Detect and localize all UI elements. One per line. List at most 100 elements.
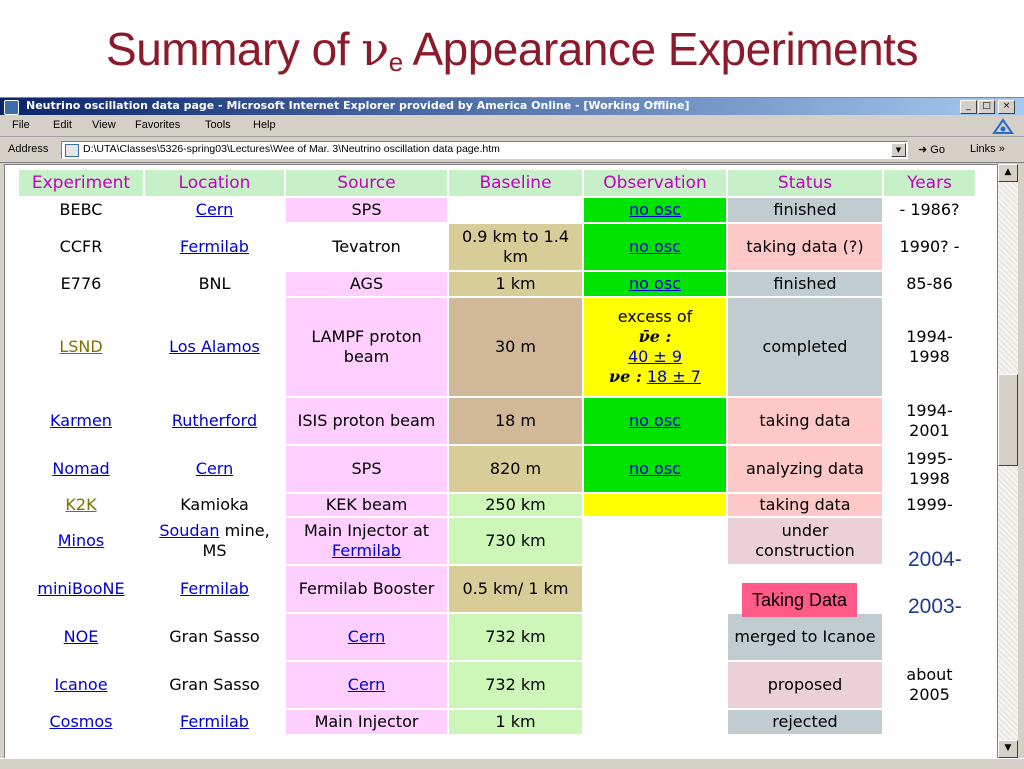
table-row: Icanoe Gran Sasso Cern 732 km proposed a… [19,662,975,708]
maximize-button[interactable]: □ [978,100,995,114]
cell-years [884,614,975,660]
cell-source: Main Injector [286,710,447,734]
scroll-thumb[interactable] [998,374,1018,466]
address-value: D:\UTA\Classes\5326-spring03\Lectures\We… [83,143,500,155]
menu-tools[interactable]: Tools [205,119,231,131]
go-button[interactable]: ➜ Go [918,143,945,156]
nu-symbol: ν [361,22,389,76]
location-link[interactable]: Rutherford [171,411,258,430]
location-link[interactable]: Fermilab [180,712,249,731]
menu-view[interactable]: View [92,119,116,131]
experiment-link[interactable]: Nomad [52,459,110,478]
browser-window: Neutrino oscillation data page - Microso… [0,97,1024,769]
scroll-down-icon[interactable]: ▼ [998,740,1018,758]
observation-link[interactable]: no osc [629,237,681,256]
header-location: Location [145,170,284,196]
cell-observation [584,710,726,734]
antinu-label: ν̄e : [638,327,672,346]
header-years: Years [884,170,975,196]
minos-year-annotation: 2004- [904,548,966,572]
cell-baseline: 820 m [449,446,582,492]
miniboone-year-annotation: 2003- [904,595,966,619]
window-titlebar[interactable]: Neutrino oscillation data page - Microso… [0,98,1024,115]
cell-experiment: E776 [19,272,143,296]
cell-source: Main Injector at Fermilab [286,518,447,564]
cell-status: under construction [728,518,882,564]
cell-status: proposed [728,662,882,708]
experiment-link[interactable]: LSND [59,337,103,356]
vertical-scrollbar[interactable]: ▲ ▼ [998,164,1018,758]
cell-observation-excess: excess of ν̄e : 40 ± 9 νe : 18 ± 7 [584,298,726,396]
close-button[interactable]: × [998,100,1015,114]
experiments-table: Experiment Location Source Baseline Obse… [17,168,977,736]
header-observation: Observation [584,170,726,196]
menu-help[interactable]: Help [253,119,276,131]
cell-observation [584,614,726,660]
page-icon [65,144,79,157]
table-row: NOE Gran Sasso Cern 732 km merged to Ica… [19,614,975,660]
menu-edit[interactable]: Edit [53,119,72,131]
experiment-link[interactable]: Minos [57,531,105,550]
cell-status: taking data [728,494,882,516]
cell-years: 85-86 [884,272,975,296]
source-link[interactable]: Cern [347,627,386,646]
address-label: Address [8,143,49,155]
ie-app-icon [4,100,19,115]
cell-status: analyzing data [728,446,882,492]
experiment-link[interactable]: NOE [63,627,99,646]
location-link[interactable]: Fermilab [180,579,249,598]
experiment-link[interactable]: Cosmos [49,712,113,731]
cell-location: Soudan mine, MS [145,518,284,564]
experiment-link[interactable]: Karmen [50,411,112,430]
cell-years: - 1986? [884,198,975,222]
address-input[interactable]: D:\UTA\Classes\5326-spring03\Lectures\We… [61,141,908,159]
header-experiment: Experiment [19,170,143,196]
table-row: K2K Kamioka KEK beam 250 km taking data … [19,494,975,516]
cell-years: 1990? - [884,224,975,270]
location-link[interactable]: Soudan [159,521,220,540]
cell-baseline: 730 km [449,518,582,564]
nu-label: νe : [609,367,642,386]
observation-link[interactable]: no osc [629,274,681,293]
experiment-link[interactable]: Icanoe [54,675,108,694]
slide-title-pre: Summary of [106,23,362,75]
menu-file[interactable]: File [12,119,30,131]
cell-years: 1995-1998 [884,446,975,492]
slide-title-post: Appearance Experiments [402,23,918,75]
menu-favorites[interactable]: Favorites [135,119,181,131]
cell-source: SPS [286,198,447,222]
observation-link[interactable]: no osc [629,459,681,478]
observation-link[interactable]: no osc [629,411,681,430]
minimize-button[interactable]: _ [960,100,977,114]
cell-source: ISIS proton beam [286,398,447,444]
address-dropdown-icon[interactable]: ▼ [891,143,906,157]
experiment-link[interactable]: K2K [65,495,97,514]
location-link[interactable]: Cern [195,459,234,478]
table-row: Nomad Cern SPS 820 m no osc analyzing da… [19,446,975,492]
observation-link[interactable]: no osc [629,200,681,219]
miniboone-status-annotation: Taking Data [742,583,858,617]
table-header-row: Experiment Location Source Baseline Obse… [19,170,975,196]
menu-bar: File Edit View Favorites Tools Help [0,116,1024,137]
location-link[interactable]: Cern [195,200,234,219]
table-row: E776 BNL AGS 1 km no osc finished 85-86 [19,272,975,296]
source-link[interactable]: Cern [347,675,386,694]
source-link[interactable]: Fermilab [332,541,401,560]
cell-baseline: 250 km [449,494,582,516]
scroll-up-icon[interactable]: ▲ [998,164,1018,182]
window-title: Neutrino oscillation data page - Microso… [26,99,690,112]
cell-baseline: 732 km [449,614,582,660]
antinu-value-link[interactable]: 40 ± 9 [627,347,683,366]
location-link[interactable]: Los Alamos [169,337,260,356]
table-row: CCFR Fermilab Tevatron 0.9 km to 1.4 km … [19,224,975,270]
experiment-link[interactable]: miniBooNE [37,579,125,598]
cell-status: taking data (?) [728,224,882,270]
links-button[interactable]: Links » [970,143,1005,155]
cell-years: 1994-2001 [884,398,975,444]
location-link[interactable]: Fermilab [180,237,249,256]
table-row: Cosmos Fermilab Main Injector 1 km rejec… [19,710,975,734]
nu-subscript: e [388,47,403,77]
aol-logo-icon [992,118,1014,134]
cell-status: finished [728,198,882,222]
nu-value-link[interactable]: 18 ± 7 [646,367,701,386]
